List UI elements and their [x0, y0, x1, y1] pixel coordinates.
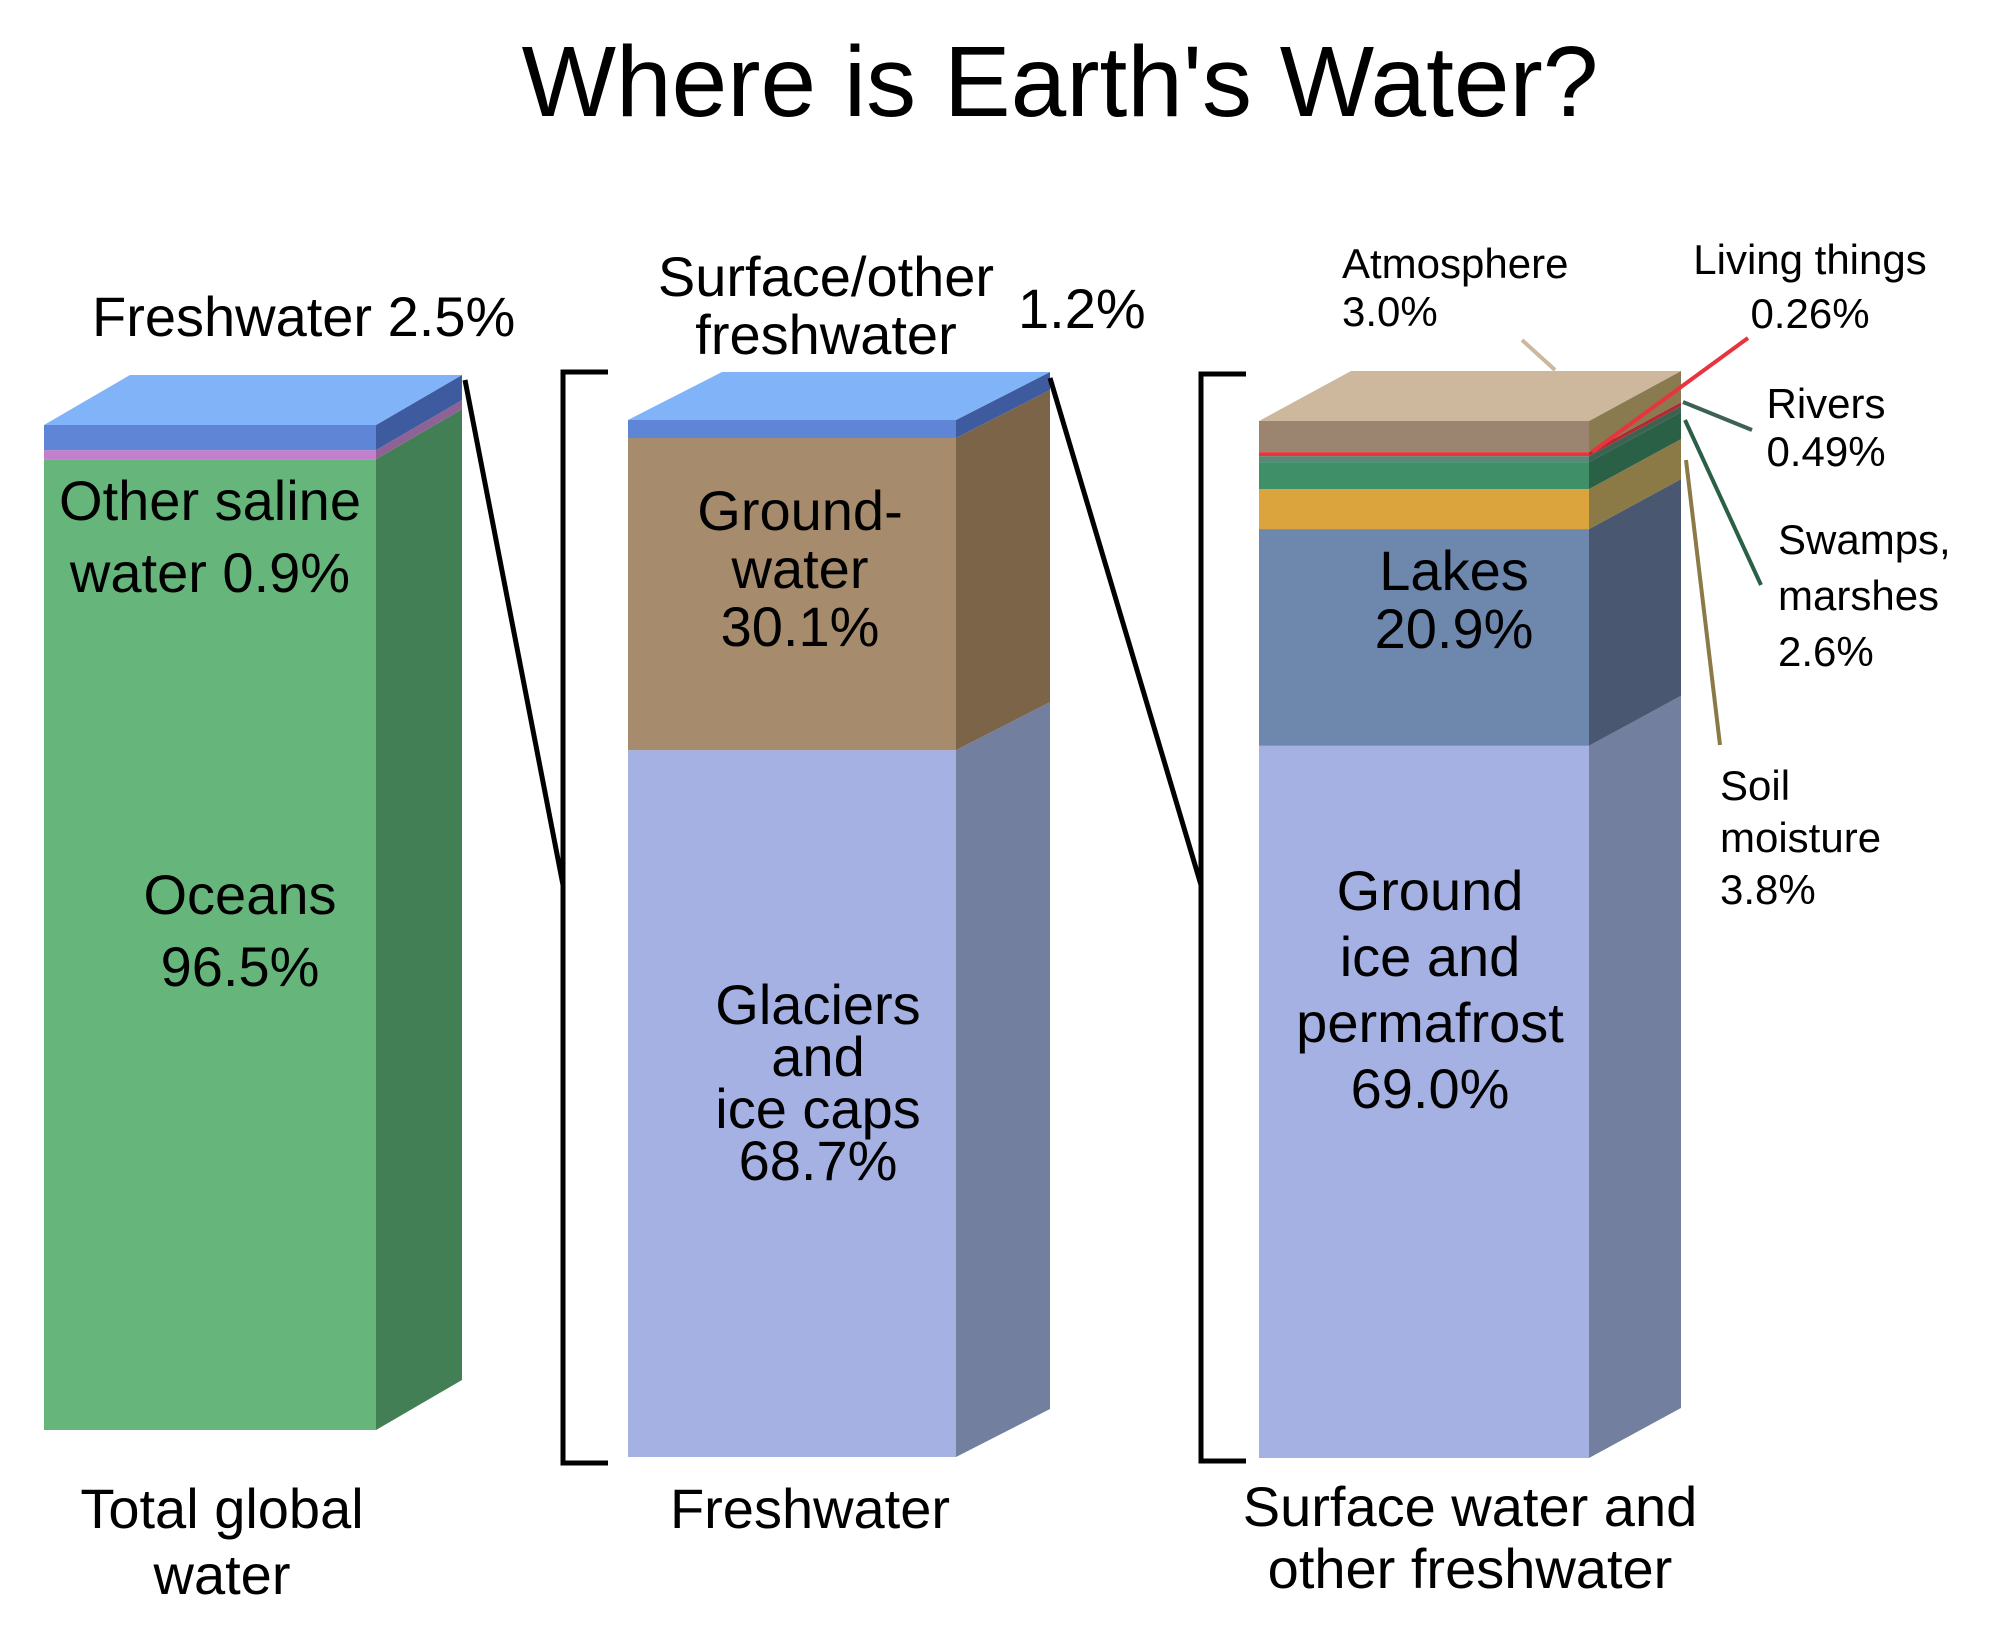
- soil-moisture-leader: [1684, 459, 1722, 746]
- bar-2-segment-3-front: [1259, 462, 1589, 490]
- bar-2-top-face: [1259, 371, 1681, 421]
- other-saline-water-label: Other saline water 0.9%: [59, 469, 361, 604]
- connector-line-freshwater: [462, 379, 566, 886]
- bar-0-segment-2-side: [376, 375, 462, 451]
- bracket-surface-water: [1198, 371, 1246, 1464]
- surface-other-freshwater-value: 1.2%: [1018, 277, 1146, 340]
- rivers-label-line: Rivers: [1766, 380, 1885, 427]
- bar-2-segment-1-front: [1259, 529, 1589, 746]
- surface-water-axis-label-line: Surface water and: [1243, 1475, 1697, 1538]
- bar-1-segment-2-front: [628, 420, 956, 438]
- freshwater-share-label-line: Freshwater 2.5%: [92, 285, 515, 348]
- bar-0-segment-1-side: [376, 400, 462, 460]
- bar-1-segment-2-side: [956, 372, 1050, 438]
- rivers-leader: [1682, 400, 1753, 432]
- labels-group: Freshwater 2.5% Other saline water 0.9% Oce…: [59, 236, 1951, 1606]
- connector-line-surface-water: [1047, 377, 1204, 886]
- bar-1-segment-1-front: [628, 438, 956, 751]
- bar-0-segment-0-front: [44, 459, 376, 1430]
- rivers-label-line: 0.49%: [1766, 428, 1885, 475]
- bars-group: [44, 371, 1681, 1458]
- oceans-label-line: Oceans: [144, 863, 337, 926]
- ground-ice-permafrost-label: Ground ice and permafrost 69.0%: [1296, 859, 1564, 1120]
- atmosphere-label: Atmosphere 3.0%: [1342, 240, 1568, 335]
- soil-moisture-label: Soil moisture 3.8%: [1720, 762, 1881, 913]
- bar-2-segment-4-side: [1589, 406, 1681, 463]
- swamps-marshes-label-line: Swamps,: [1778, 516, 1951, 563]
- lakes-label-line: Lakes: [1379, 539, 1528, 602]
- bar-0-segment-0-side: [376, 409, 462, 1430]
- rivers-label: Rivers 0.49%: [1766, 380, 1885, 475]
- other-saline-water-label-line: water 0.9%: [69, 541, 350, 604]
- bar-2-segment-6-side: [1589, 371, 1681, 453]
- bar-0-top-face: [44, 375, 462, 425]
- groundwater-label-line: water: [731, 537, 869, 600]
- surface-water-axis-label: Surface water and other freshwater: [1243, 1475, 1697, 1600]
- bar-1-segment-1-side: [956, 390, 1050, 751]
- bar-2-segment-4-front: [1259, 456, 1589, 463]
- surface-other-freshwater-label-line: Surface/other: [658, 245, 994, 308]
- groundwater-label-line: 30.1%: [721, 595, 880, 658]
- total-global-water-axis-label-line: Total global: [80, 1477, 363, 1540]
- bracket-freshwater: [560, 369, 608, 1466]
- living-things-leader: [1590, 336, 1750, 454]
- bar-2-segment-5-side: [1589, 402, 1681, 457]
- connectors-group: [462, 336, 1763, 1466]
- swamps-marshes-label-line: 2.6%: [1778, 628, 1874, 675]
- bar-2-segment-0-side: [1589, 695, 1681, 1458]
- ground-ice-permafrost-label-line: 69.0%: [1351, 1057, 1510, 1120]
- bar-2-segment-2-side: [1589, 439, 1681, 530]
- glaciers-ice-caps-label-line: and: [771, 1025, 864, 1088]
- bar-2-segment-0-front: [1259, 745, 1589, 1458]
- ground-ice-permafrost-label-line: Ground: [1337, 859, 1524, 922]
- swamps-leader: [1683, 419, 1763, 586]
- bar-0-segment-1-front: [44, 450, 376, 460]
- glaciers-ice-caps-label-line: 68.7%: [739, 1129, 898, 1192]
- bar-2-segment-3-side: [1589, 412, 1681, 490]
- freshwater-share-label: Freshwater 2.5%: [92, 285, 515, 348]
- soil-moisture-label-line: 3.8%: [1720, 866, 1816, 913]
- total-global-water-axis-label: Total global water: [80, 1477, 363, 1606]
- soil-moisture-label-line: moisture: [1720, 814, 1881, 861]
- freshwater-axis-label: Freshwater: [670, 1477, 950, 1540]
- bar-2-segment-2-front: [1259, 489, 1589, 530]
- atmosphere-label-line: 3.0%: [1342, 288, 1438, 335]
- glaciers-ice-caps-label-line: ice caps: [715, 1077, 920, 1140]
- oceans-label-line: 96.5%: [161, 935, 320, 998]
- oceans-label: Oceans 96.5%: [144, 863, 337, 998]
- bar-2-segment-6-front: [1259, 421, 1589, 453]
- lakes-label-line: 20.9%: [1375, 597, 1534, 660]
- soil-moisture-label-line: Soil: [1720, 762, 1790, 809]
- surface-other-freshwater-label: Surface/other freshwater: [658, 245, 994, 366]
- bar-2-segment-5-front: [1259, 452, 1589, 457]
- ground-ice-permafrost-label-line: permafrost: [1296, 991, 1564, 1054]
- bar-0-segment-2-front: [44, 425, 376, 451]
- swamps-marshes-label: Swamps, marshes 2.6%: [1778, 516, 1951, 675]
- total-global-water-axis-label-line: water: [153, 1543, 291, 1606]
- bar-1-top-face: [628, 372, 1050, 420]
- groundwater-label: Ground-water 30.1%: [697, 479, 902, 658]
- living-things-label-line: Living things: [1693, 236, 1926, 283]
- chart-title: Where is Earth's Water?: [522, 26, 1599, 138]
- lakes-label: Lakes 20.9%: [1375, 539, 1534, 660]
- freshwater-axis-label-line: Freshwater: [670, 1477, 950, 1540]
- bar-1-segment-0-front: [628, 750, 956, 1457]
- glaciers-ice-caps-label-line: Glaciers: [715, 973, 920, 1036]
- surface-water-axis-label-line: other freshwater: [1268, 1537, 1673, 1600]
- ground-ice-permafrost-label-line: ice and: [1340, 925, 1521, 988]
- groundwater-label-line: Ground-: [697, 479, 902, 542]
- swamps-marshes-label-line: marshes: [1778, 572, 1939, 619]
- atmosphere-leader: [1520, 338, 1557, 372]
- living-things-label: Living things 0.26%: [1693, 236, 1926, 337]
- bar-1-segment-0-side: [956, 702, 1050, 1457]
- atmosphere-label-line: Atmosphere: [1342, 240, 1568, 287]
- surface-other-freshwater-label-line: freshwater: [695, 303, 956, 366]
- living-things-label-line: 0.26%: [1750, 290, 1869, 337]
- glaciers-ice-caps-label: Glaciers and ice caps 68.7%: [715, 973, 920, 1192]
- bar-2-segment-1-side: [1589, 479, 1681, 746]
- other-saline-water-label-line: Other saline: [59, 469, 361, 532]
